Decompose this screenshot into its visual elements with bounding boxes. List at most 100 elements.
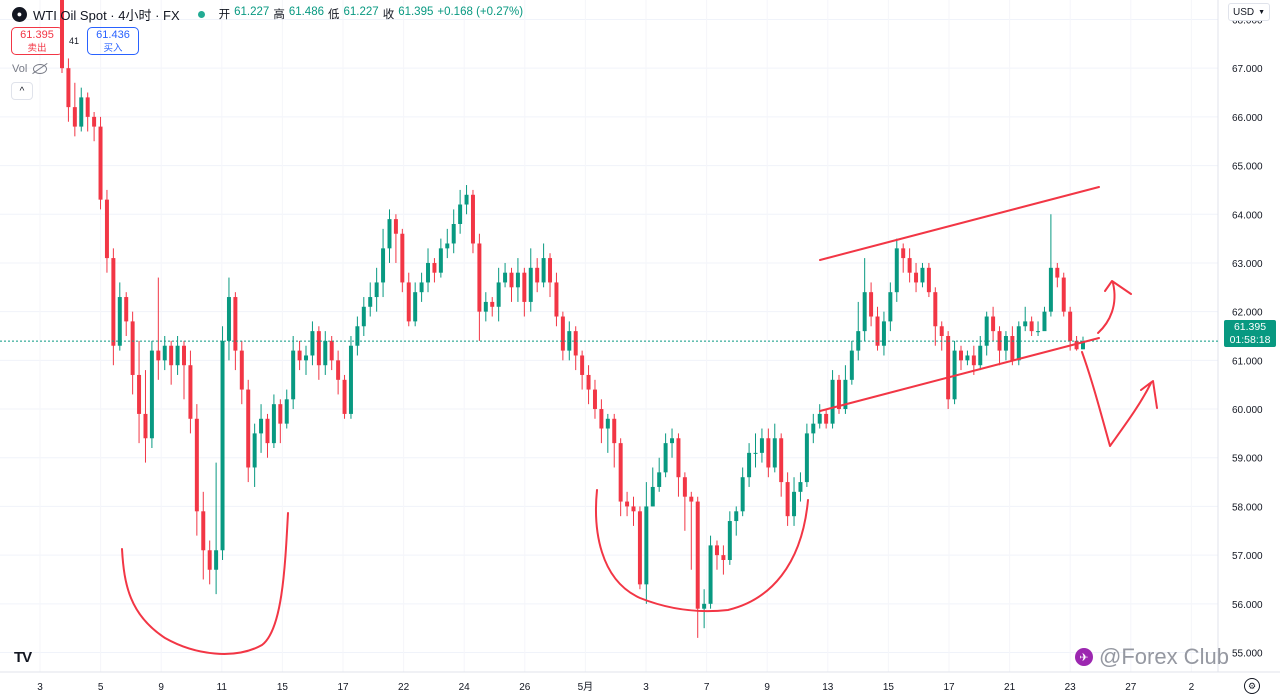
candle-body [914, 272, 919, 283]
collapse-legend-button[interactable]: ^ [11, 82, 33, 100]
candle [612, 413, 617, 468]
candle [438, 238, 443, 278]
candle-body [592, 389, 597, 410]
candle [849, 340, 854, 385]
candle-body [490, 301, 495, 307]
candle-body [702, 603, 707, 609]
ohlc-values: 开 61.227 高 61.486 低 61.227 收 61.395 +0.168 (… [219, 6, 523, 22]
buy-button[interactable]: 61.436 买入 [87, 27, 139, 55]
candle-body [612, 418, 617, 444]
candle [792, 477, 797, 526]
candle-body [130, 321, 135, 375]
candle [85, 92, 90, 132]
candle-body [400, 233, 405, 283]
candle-body [509, 272, 514, 288]
price-tick-label: 56.000 [1232, 600, 1263, 611]
candle-body [586, 374, 591, 390]
candlestick-series [60, 0, 1085, 638]
candle-body [1036, 331, 1041, 333]
candle [914, 262, 919, 293]
candle-body [644, 506, 649, 585]
candle [637, 506, 642, 590]
change-value: +0.168 (+0.27%) [437, 6, 524, 18]
time-tick-label: 5 [98, 682, 104, 693]
candle-body [265, 418, 270, 444]
candle [426, 248, 431, 293]
time-tick-label: 27 [1125, 682, 1137, 693]
candle-body [137, 374, 142, 414]
candle-body [470, 194, 475, 244]
candle [406, 272, 411, 327]
candle [361, 297, 366, 336]
candle-body [1048, 267, 1053, 312]
time-tick-label: 15 [883, 682, 895, 693]
candle-body [869, 292, 874, 317]
candle-body [98, 126, 103, 200]
candle [387, 209, 392, 263]
candle-body [946, 336, 951, 400]
symbol-title[interactable]: WTI Oil Spot · 4小时 · FX [33, 7, 180, 23]
candle-body [297, 350, 302, 361]
candle [869, 282, 874, 327]
chart-legend: ● WTI Oil Spot · 4小时 · FX 开 61.227 高 61.48… [12, 5, 523, 23]
candle-body [1029, 321, 1034, 332]
candle-body [637, 511, 642, 585]
open-value: 61.227 [234, 6, 270, 18]
currency-select[interactable]: USD ▼ [1228, 3, 1270, 21]
candle-body [830, 379, 835, 424]
candle-body [1081, 341, 1085, 350]
eye-off-icon[interactable] [33, 64, 48, 74]
time-axis: 3 5 9 11 15 17 22 24 26 5月 3 7 9 13 15 17 21 23 27 2 [0, 671, 1280, 693]
time-tick-label: 17 [943, 682, 955, 693]
watermark: ✈ @Forex Club [1075, 644, 1229, 670]
candle [490, 297, 495, 317]
candle-body [959, 350, 963, 361]
candle-body [792, 491, 797, 517]
time-tick-label: 2 [1189, 682, 1195, 693]
candle [259, 404, 264, 453]
time-tick-label: 17 [337, 682, 349, 693]
tradingview-logo[interactable]: TV [14, 649, 32, 666]
candle [901, 243, 906, 273]
candle [740, 467, 745, 517]
candle [137, 340, 142, 444]
candle [175, 336, 180, 375]
candle-body [817, 413, 822, 424]
oil-drop-icon: ● [12, 6, 27, 22]
candle [470, 189, 475, 254]
candle [766, 428, 771, 478]
candle-body [1010, 336, 1015, 361]
candle-body [1023, 321, 1028, 327]
market-status-icon [197, 10, 205, 18]
last-price-value: 61.395 [1233, 321, 1267, 333]
candle-body [1055, 267, 1060, 278]
candle [413, 282, 418, 327]
sell-button[interactable]: 61.395 卖出 [11, 27, 63, 55]
candle [310, 321, 315, 366]
candle-body [971, 355, 976, 366]
candle [1042, 306, 1047, 332]
candle-body [1016, 326, 1021, 361]
candle-body [226, 297, 231, 341]
channel-lower-line [819, 337, 1100, 412]
candle [798, 472, 803, 502]
candle [856, 301, 861, 361]
volume-indicator[interactable]: Vol [12, 63, 48, 75]
candle-body [104, 199, 109, 259]
candle-body [740, 477, 745, 512]
candle [182, 340, 186, 400]
channel-upper-line [819, 186, 1100, 261]
candle-body [779, 438, 784, 483]
candle-body [554, 282, 559, 317]
gear-icon[interactable]: ⚙ [1244, 678, 1260, 694]
candle [458, 189, 463, 234]
time-tick-label: 9 [158, 682, 164, 693]
candle-body [997, 331, 1002, 351]
candle [214, 462, 219, 595]
down-up-arrow [1081, 351, 1158, 447]
candle [149, 340, 154, 448]
candle-body [239, 350, 244, 390]
candle [1029, 316, 1034, 336]
candle [522, 267, 527, 317]
